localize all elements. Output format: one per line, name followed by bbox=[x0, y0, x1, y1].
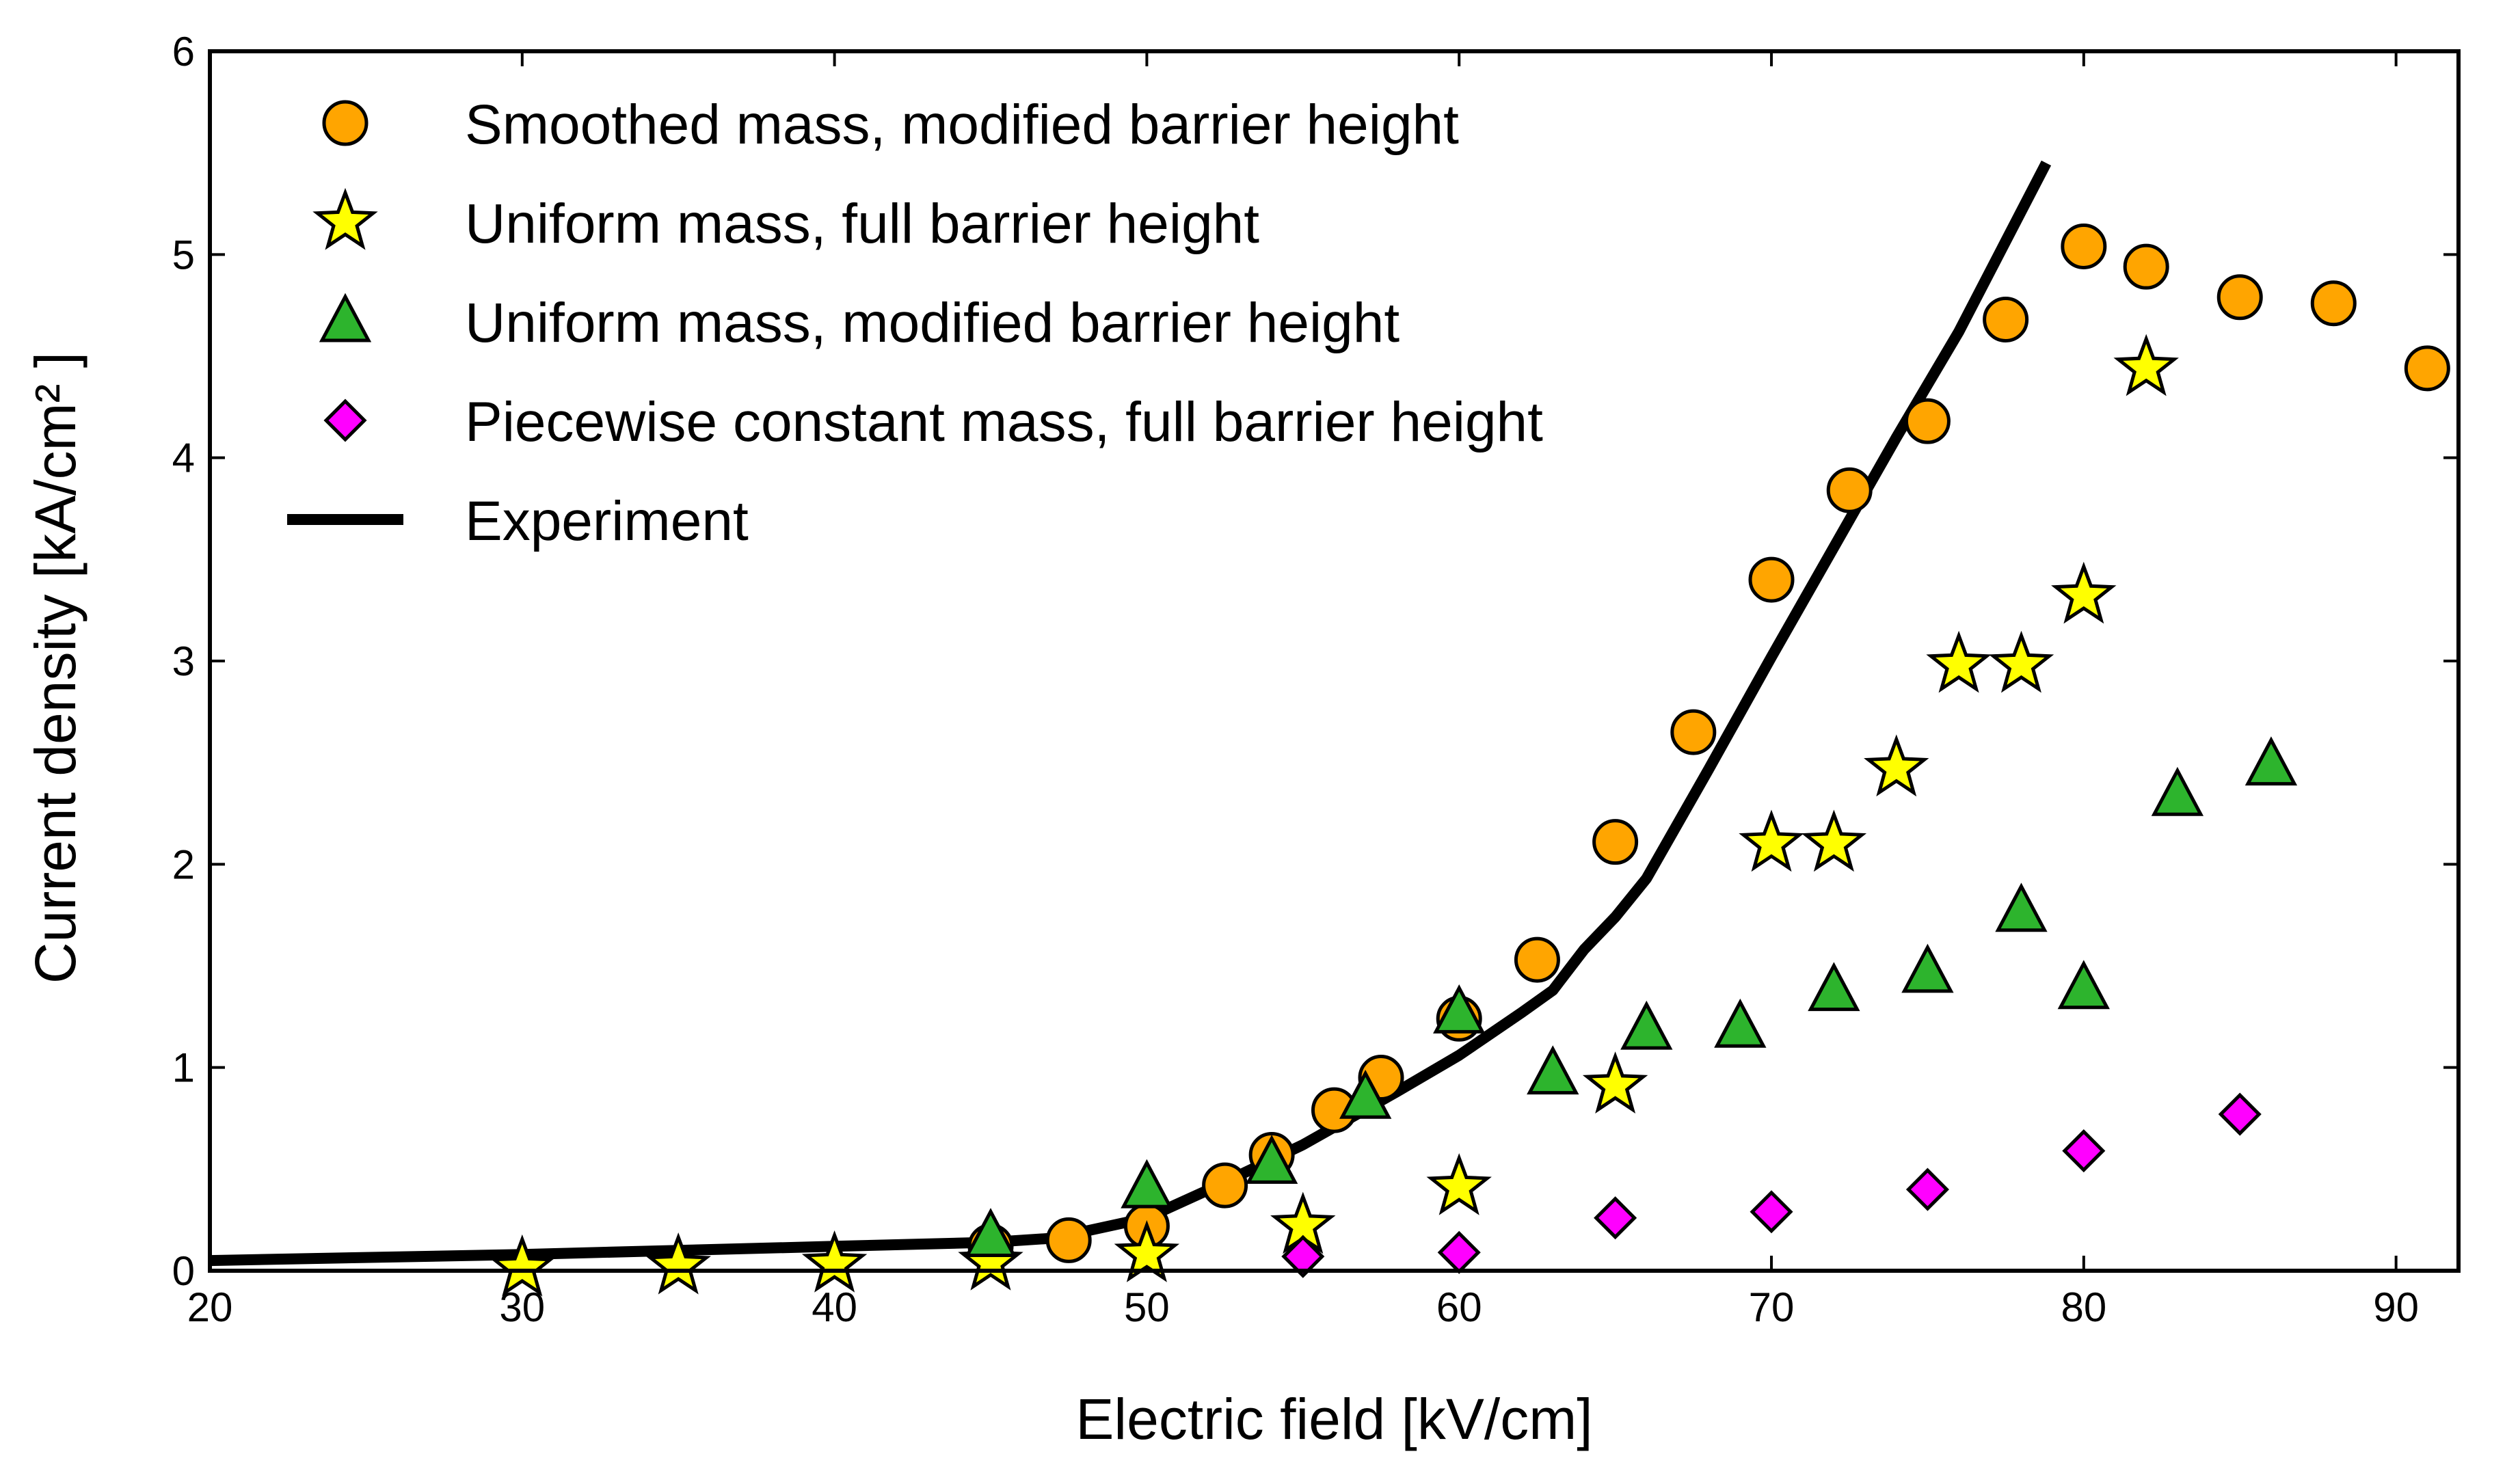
circle-point bbox=[1748, 556, 1795, 603]
star-point bbox=[1926, 630, 1992, 693]
legend-item: Experiment bbox=[287, 490, 749, 552]
circle-point bbox=[2310, 280, 2357, 327]
star-point bbox=[1426, 1152, 1492, 1215]
x-tick-label: 40 bbox=[812, 1284, 857, 1330]
circle-point bbox=[2123, 243, 2169, 290]
triangle-point bbox=[1433, 984, 1486, 1034]
triangle-point bbox=[2151, 766, 2204, 816]
star-point bbox=[1114, 1220, 1180, 1282]
y-tick-label: 6 bbox=[172, 29, 195, 75]
x-tick-label: 30 bbox=[499, 1284, 545, 1330]
triangle-point bbox=[1901, 943, 1954, 993]
x-tick-label: 50 bbox=[1124, 1284, 1170, 1330]
y-tick-label: 1 bbox=[172, 1045, 195, 1091]
circle-point bbox=[2404, 345, 2450, 392]
x-tick-label: 60 bbox=[1436, 1284, 1482, 1330]
x-tick-label: 80 bbox=[2061, 1284, 2106, 1330]
diamond-point bbox=[1750, 1190, 1793, 1234]
triangle-point bbox=[964, 1208, 1017, 1257]
diamond-point bbox=[1281, 1235, 1325, 1278]
circle-point bbox=[1904, 398, 1951, 444]
triangle-point bbox=[2057, 960, 2110, 1010]
legend-circle-swatch bbox=[322, 100, 369, 146]
circle-point bbox=[1592, 819, 1639, 865]
legend-item: Piecewise constant mass, full barrier he… bbox=[323, 391, 1543, 453]
circle-point bbox=[1826, 467, 1873, 513]
y-tick-label: 5 bbox=[172, 232, 195, 278]
legend-item: Uniform mass, modified barrier height bbox=[319, 292, 1399, 354]
marker-layer bbox=[490, 223, 2450, 1297]
x-tick-label: 70 bbox=[1749, 1284, 1795, 1330]
circle-point bbox=[2061, 223, 2107, 269]
triangle-point bbox=[1808, 962, 1860, 1012]
plot-frame bbox=[208, 49, 2461, 1273]
circle-point bbox=[1670, 709, 1717, 755]
legend-label: Piecewise constant mass, full barrier he… bbox=[465, 391, 1543, 453]
legend-label: Experiment bbox=[465, 490, 749, 552]
diamond-point bbox=[1437, 1230, 1481, 1274]
diamond-point bbox=[2062, 1129, 2106, 1173]
x-axis-title: Electric field [kV/cm] bbox=[1075, 1387, 1592, 1451]
legend-star-swatch bbox=[312, 187, 378, 250]
x-tick-label: 90 bbox=[2373, 1284, 2419, 1330]
diamond-point bbox=[1905, 1168, 1949, 1211]
circle-point bbox=[1514, 936, 1560, 983]
legend-item: Uniform mass, full barrier height bbox=[312, 187, 1259, 255]
star-point bbox=[1739, 809, 1804, 872]
legend-diamond-swatch bbox=[323, 399, 367, 442]
star-point bbox=[490, 1234, 555, 1297]
triangle-point bbox=[1995, 882, 2048, 932]
star-point bbox=[1864, 734, 1929, 797]
series-circle bbox=[967, 223, 2450, 1269]
legend-label: Uniform mass, full barrier height bbox=[465, 193, 1259, 255]
circle-point bbox=[1202, 1162, 1248, 1209]
circle-point bbox=[2216, 274, 2263, 321]
star-point bbox=[801, 1230, 868, 1293]
star-point bbox=[1582, 1051, 1648, 1114]
circle-point bbox=[1983, 296, 2029, 342]
triangle-point bbox=[1620, 1000, 1673, 1050]
legend-triangle-swatch bbox=[319, 293, 372, 342]
series-triangle bbox=[964, 736, 2298, 1257]
y-tick-label: 4 bbox=[172, 435, 195, 481]
triangle-point bbox=[1121, 1159, 1173, 1209]
star-point bbox=[2051, 561, 2117, 624]
legend-label: Uniform mass, modified barrier height bbox=[465, 292, 1399, 354]
y-tick-label: 2 bbox=[172, 841, 195, 887]
y-axis-title: Current density [kA/cm² ] bbox=[23, 352, 88, 984]
x-tick-label: 20 bbox=[187, 1284, 233, 1330]
diamond-point bbox=[2218, 1092, 2262, 1136]
triangle-point bbox=[1245, 1135, 1298, 1184]
star-point bbox=[1801, 809, 1867, 872]
triangle-point bbox=[1714, 998, 1767, 1048]
legend-label: Smoothed mass, modified barrier height bbox=[465, 94, 1459, 156]
series-diamond bbox=[1281, 1092, 2262, 1278]
tick-label-layer: 20 30 40 50 60 70 80 90 0 1 2 3 4 5 6 bbox=[172, 29, 2419, 1330]
circle-point bbox=[1045, 1217, 1092, 1263]
legend-item: Smoothed mass, modified barrier height bbox=[322, 94, 1459, 156]
y-tick-label: 0 bbox=[172, 1248, 195, 1294]
series-star bbox=[490, 334, 2179, 1297]
star-point bbox=[645, 1232, 711, 1295]
triangle-point bbox=[1339, 1069, 1392, 1119]
triangle-point bbox=[2245, 736, 2298, 786]
star-point bbox=[1988, 630, 2054, 693]
legend: Smoothed mass, modified barrier height Un… bbox=[287, 94, 1543, 552]
star-point bbox=[2113, 334, 2179, 396]
y-tick-label: 3 bbox=[172, 638, 195, 684]
triangle-point bbox=[1527, 1045, 1579, 1095]
diamond-point bbox=[1594, 1196, 1637, 1240]
